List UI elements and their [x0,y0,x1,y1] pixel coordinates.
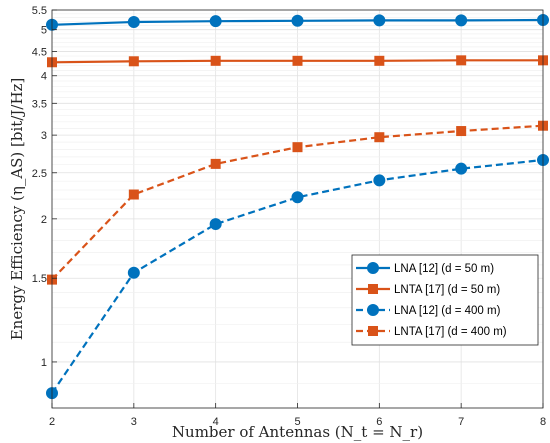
data-point [373,14,386,27]
x-tick-label: 6 [376,416,382,428]
data-point [127,15,140,28]
data-point [455,14,468,27]
data-point [209,218,222,231]
x-tick-label: 2 [49,416,55,428]
data-point [456,126,467,137]
data-point [456,55,467,66]
y-tick-label: 2 [41,214,47,226]
data-point [367,304,379,316]
y-axis-label: Energy Efficiency (η_AS) [bit/J/Hz] [8,78,26,341]
data-point [368,326,378,336]
x-tick-label: 5 [294,416,300,428]
data-point [210,158,221,169]
data-point [292,142,303,153]
x-axis-label: Number of Antennas (N_t = N_r) [172,423,423,441]
x-tick-label: 7 [458,416,464,428]
data-point [128,189,139,200]
legend-entry: LNA [12] (d = 50 m) [394,263,494,275]
legend: LNA [12] (d = 50 m) LNTA [17] (d = 50 m) L… [351,254,539,346]
data-point [292,55,303,66]
y-tick-label: 1.5 [32,273,47,285]
y-tick-label: 4.5 [32,46,47,58]
y-tick-label: 5 [41,25,47,37]
x-tick-label: 4 [213,416,219,428]
x-tick-label: 8 [540,416,546,428]
data-point [127,266,140,279]
data-point [209,15,222,28]
data-point [210,55,221,66]
data-point [455,162,468,175]
y-tick-label: 1 [41,357,47,369]
y-tick-label: 2.5 [32,168,47,180]
data-point [373,174,386,187]
data-point [374,132,385,143]
data-point [291,191,304,204]
data-point [128,56,139,67]
data-point [291,14,304,27]
y-tick-label: 5.5 [32,5,47,17]
y-tick-label: 3.5 [32,98,47,110]
legend-entry: LNA [12] (d = 400 m) [394,305,501,317]
data-point [368,284,378,294]
grid [51,9,544,409]
axis-ticks: 2 3 4 5 6 7 8 1 1.5 2 2.5 3 3.5 4 4.5 5 5.5 [32,5,546,428]
data-point [374,55,385,66]
y-tick-label: 3 [41,130,47,142]
data-point [367,262,379,274]
legend-entry: LNTA [17] (d = 50 m) [394,284,500,296]
y-tick-label: 4 [41,71,47,83]
legend-entry: LNTA [17] (d = 400 m) [394,326,507,338]
x-tick-label: 3 [131,416,137,428]
